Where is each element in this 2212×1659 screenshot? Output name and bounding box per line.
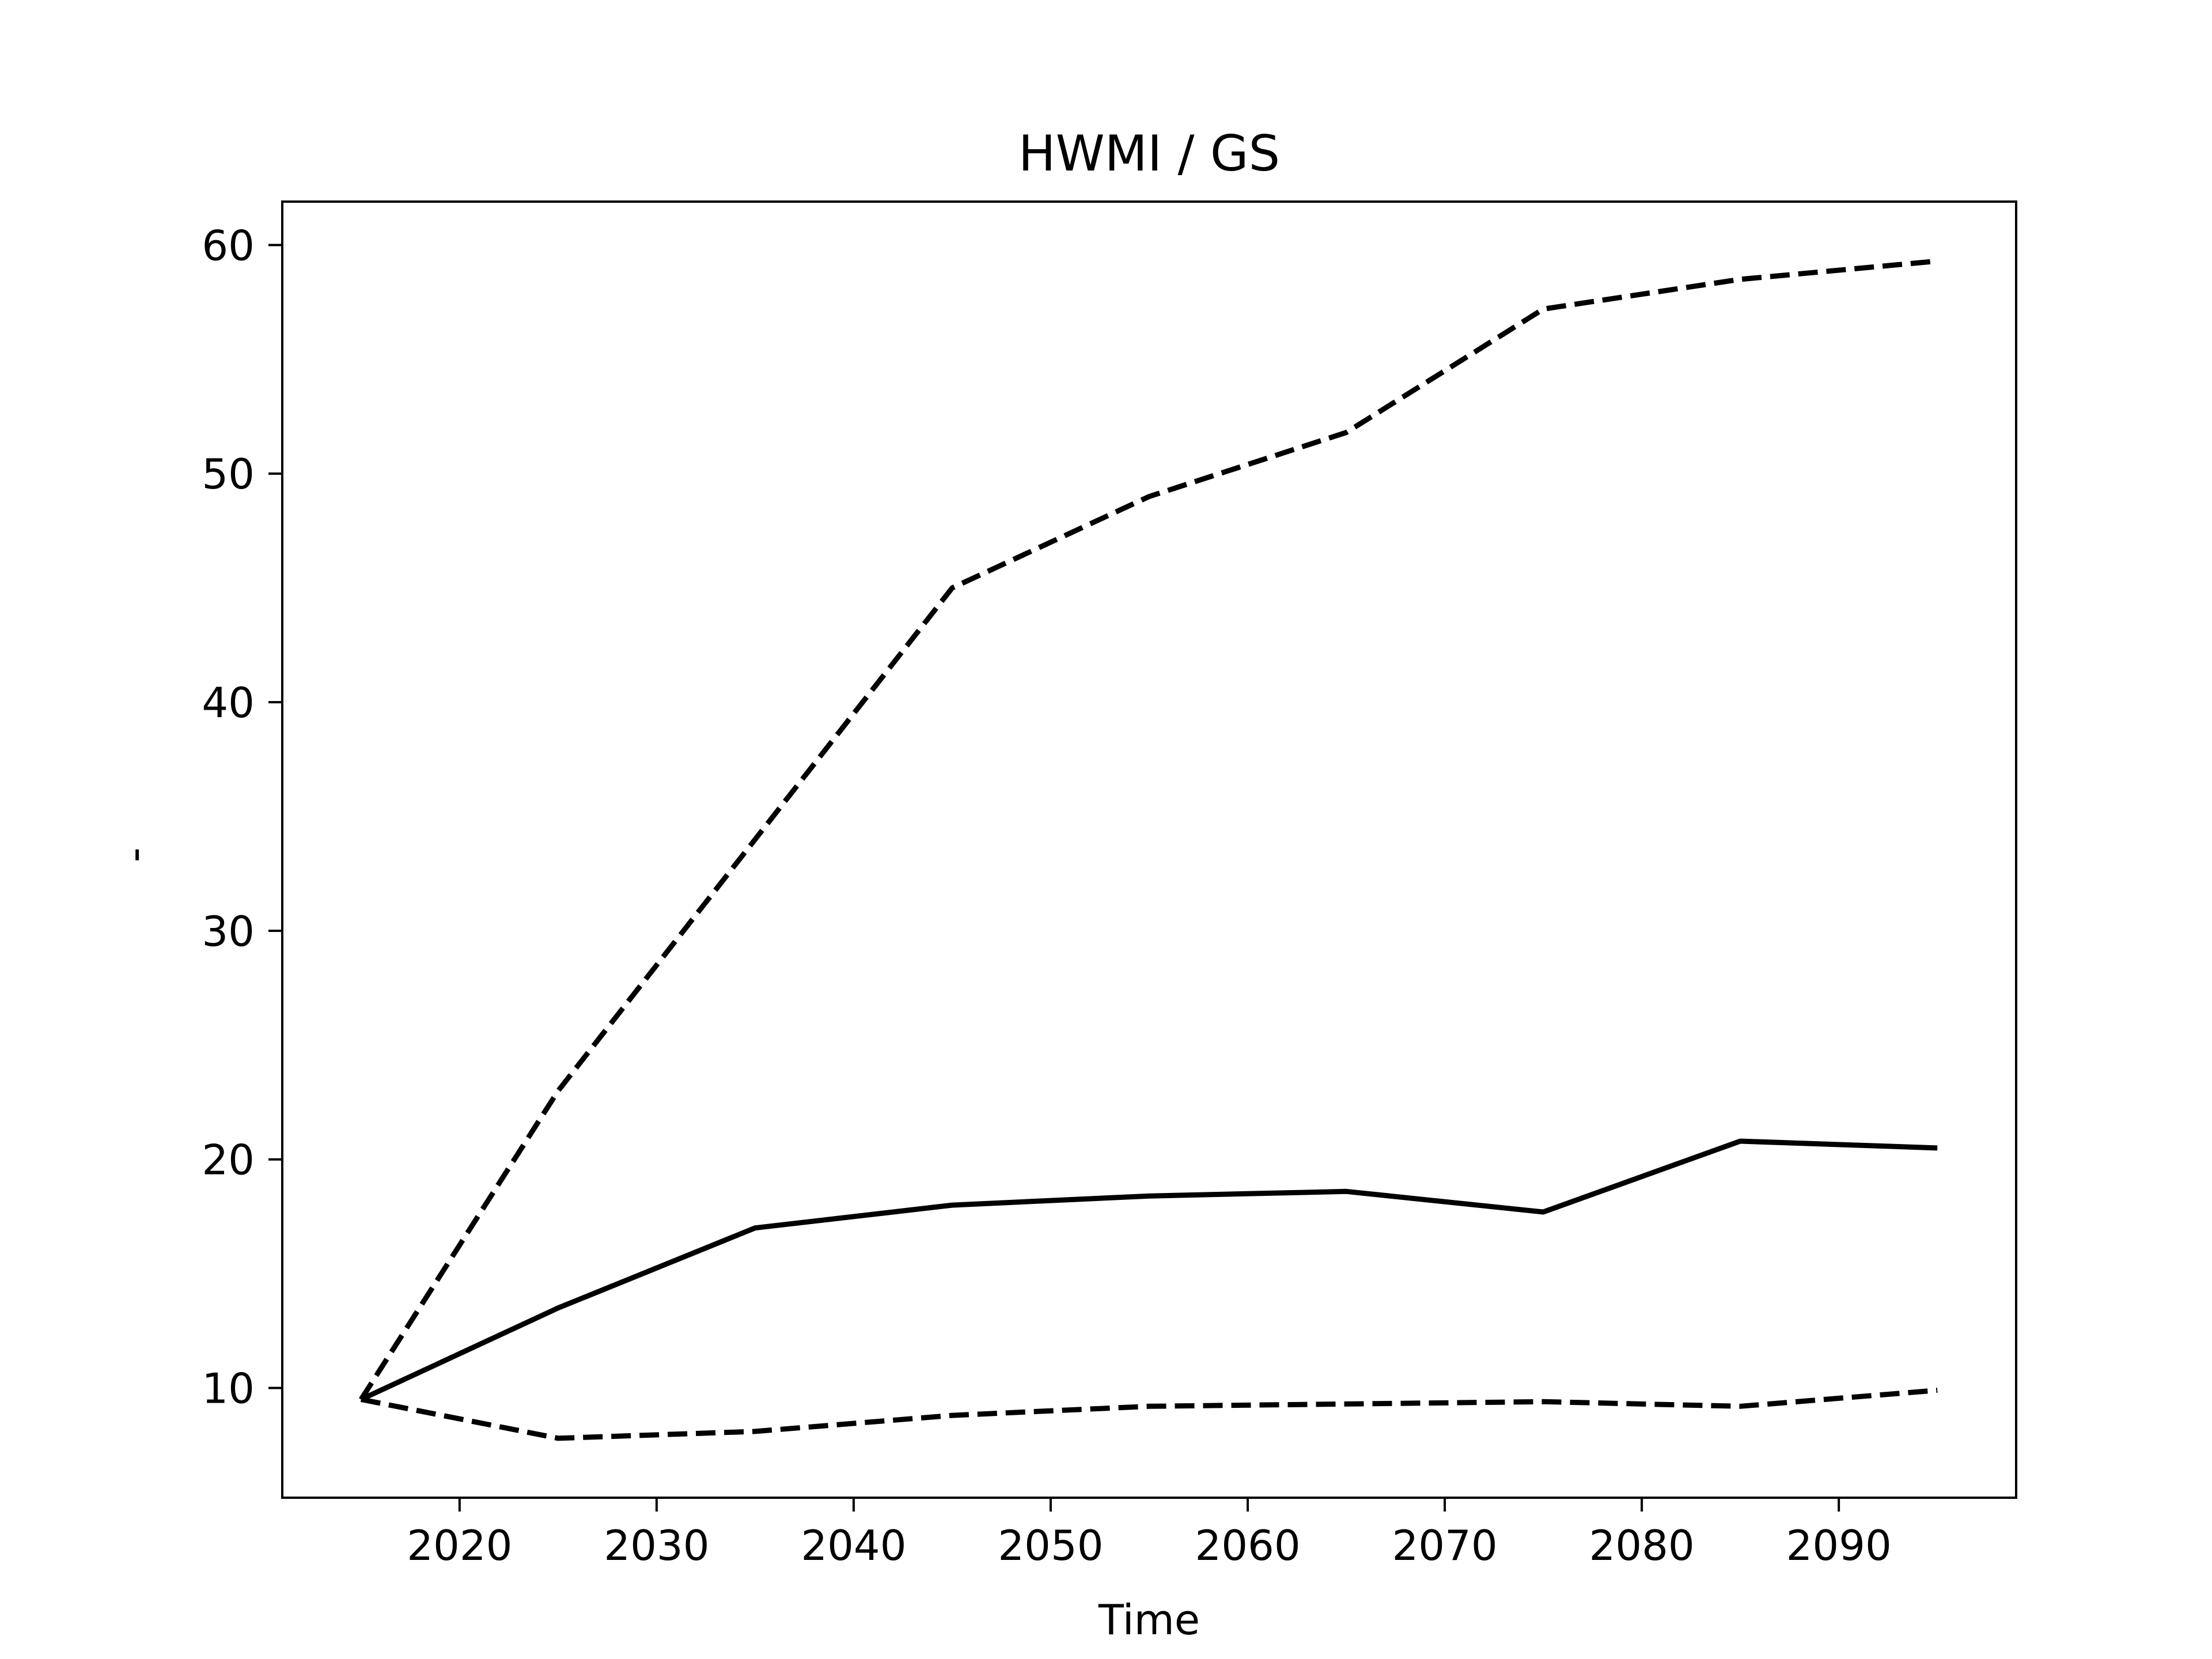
y-tick-label: 30	[202, 907, 255, 956]
x-tick-label: 2070	[1392, 1521, 1497, 1570]
x-tick-label: 2090	[1786, 1521, 1892, 1570]
dashed-series-line-1	[359, 258, 1938, 1401]
x-tick-label: 2040	[801, 1521, 906, 1570]
y-axis-label: -	[110, 847, 158, 862]
y-tick-label: 20	[202, 1136, 255, 1184]
plot-frame	[281, 200, 2017, 1499]
plot-area	[281, 200, 2017, 1499]
series-group	[359, 258, 1938, 1441]
y-tick-label: 50	[202, 450, 255, 498]
y-tick-label: 10	[202, 1365, 255, 1413]
x-tick-label: 2030	[604, 1521, 709, 1570]
chart-title: HWMI / GS	[1018, 125, 1280, 183]
x-tick-label: 2050	[998, 1521, 1103, 1570]
x-axis: 2020 2030 2040 2050 2060 2070 2080 2090	[407, 1498, 1892, 1570]
solid-series-line	[359, 1138, 1938, 1402]
y-tick-label: 40	[202, 679, 255, 727]
dashed-series-line-2	[360, 1388, 1938, 1441]
x-axis-label: Time	[1098, 1596, 1200, 1644]
x-tick-label: 2020	[407, 1521, 512, 1570]
x-tick-label: 2060	[1195, 1521, 1300, 1570]
y-axis: 10 20 30 40 50 60	[202, 221, 282, 1413]
y-tick-label: 60	[202, 221, 255, 270]
x-tick-label: 2080	[1589, 1521, 1694, 1570]
